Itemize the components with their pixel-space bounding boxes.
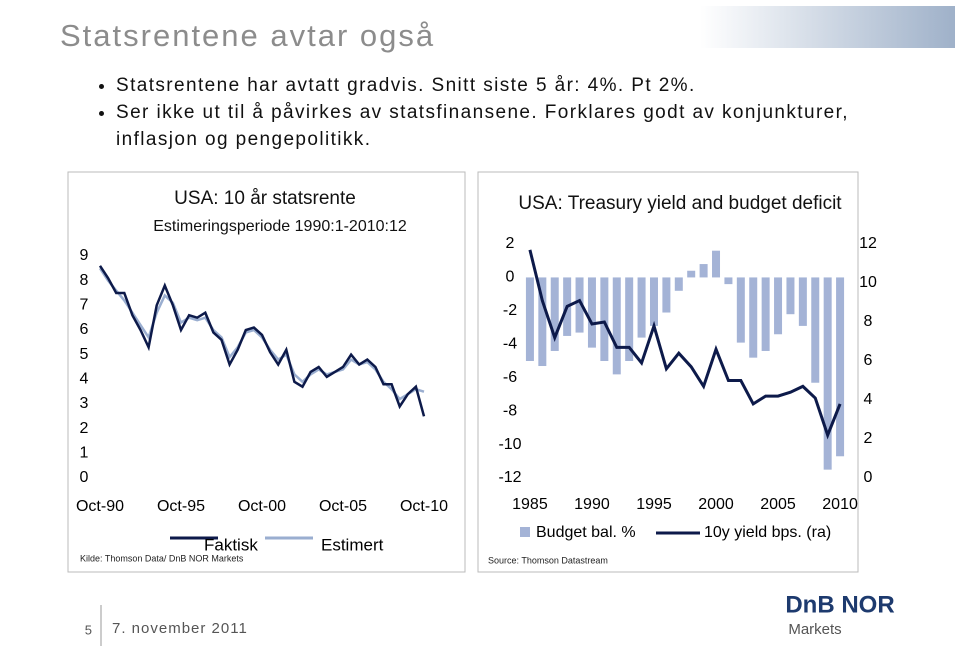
- line: [98, 265, 426, 417]
- bar: [575, 277, 584, 333]
- bar: [612, 277, 621, 375]
- y-tick-label: -10: [498, 436, 521, 453]
- y2-tick-label: 10: [859, 274, 877, 291]
- x-tick-label: Oct-10: [400, 498, 448, 515]
- x-tick-label: 1995: [636, 496, 672, 513]
- x-tick-label: Oct-90: [76, 498, 124, 515]
- bar: [761, 277, 770, 351]
- bar: [637, 277, 646, 338]
- bar: [811, 277, 820, 383]
- bar: [550, 277, 559, 351]
- y2-tick-label: 6: [864, 352, 873, 369]
- y-tick-label: -2: [503, 302, 517, 319]
- logo: DnB NOR: [785, 591, 894, 618]
- bar: [525, 277, 534, 361]
- bar: [774, 277, 783, 335]
- chart-title: USA: 10 år statsrente: [174, 188, 356, 209]
- bar: [587, 277, 596, 348]
- y-tick-label: 0: [506, 269, 515, 286]
- source: Kilde: Thomson Data/ DnB NOR Markets: [80, 553, 244, 563]
- bar: [712, 250, 721, 278]
- bar: [687, 270, 696, 278]
- legend-label: Faktisk: [204, 535, 258, 554]
- x-tick-label: Oct-00: [238, 498, 286, 515]
- y-tick-label: 0: [80, 469, 89, 486]
- source: Source: Thomson Datastream: [488, 555, 608, 565]
- bar: [786, 277, 795, 315]
- x-tick-label: Oct-95: [157, 498, 205, 515]
- x-tick-label: 1990: [574, 496, 610, 513]
- y-tick-label: -6: [503, 369, 517, 386]
- legend-swatch: [520, 527, 530, 537]
- y-tick-label: 9: [80, 247, 89, 264]
- bar: [662, 277, 671, 313]
- chart-title: USA: Treasury yield and budget deficit: [518, 193, 842, 214]
- y2-tick-label: 2: [864, 430, 873, 447]
- x-tick-label: 2005: [760, 496, 796, 513]
- chart-subtitle: Estimeringsperiode 1990:1-2010:12: [153, 218, 407, 235]
- chart-frame: [477, 171, 859, 573]
- bar: [823, 277, 832, 470]
- logo-sub: Markets: [788, 621, 841, 638]
- chart-frame: [67, 171, 466, 573]
- bar: [674, 277, 683, 291]
- x-tick-label: 2000: [698, 496, 734, 513]
- bar: [798, 277, 807, 326]
- x-tick-label: Oct-05: [319, 498, 367, 515]
- y2-tick-label: 12: [859, 235, 877, 252]
- y-tick-label: -4: [503, 336, 517, 353]
- bar: [736, 277, 745, 343]
- y-tick-label: 6: [80, 321, 89, 338]
- bullet-list: Statsrentene har avtatt gradvis. Snitt s…: [92, 72, 896, 153]
- bar: [600, 277, 609, 361]
- bullet: Ser ikke ut til å påvirkes av statsfinan…: [116, 99, 896, 153]
- y-tick-label: 1: [80, 445, 89, 462]
- y2-tick-label: 4: [864, 391, 873, 408]
- bar: [749, 277, 758, 358]
- slide-title: Statsrentene avtar også: [60, 18, 436, 53]
- x-tick-label: 2010: [822, 496, 858, 513]
- y2-tick-label: 0: [864, 469, 873, 486]
- bar: [625, 277, 634, 361]
- y2-tick-label: 8: [864, 313, 873, 330]
- bar: [699, 264, 708, 278]
- y-tick-label: 4: [80, 371, 89, 388]
- legend-label: Estimert: [321, 535, 384, 554]
- bar: [836, 277, 845, 457]
- legend-label: Budget bal. %: [536, 524, 636, 541]
- y-tick-label: 5: [80, 346, 89, 363]
- y-tick-label: 3: [80, 395, 89, 412]
- bar: [724, 277, 733, 285]
- y-tick-label: -8: [503, 402, 517, 419]
- x-tick-label: 1985: [512, 496, 548, 513]
- bullet: Statsrentene har avtatt gradvis. Snitt s…: [116, 72, 896, 99]
- page-number: 5: [85, 622, 92, 637]
- legend-label: 10y yield bps. (ra): [704, 524, 831, 541]
- header-image: [700, 6, 955, 48]
- y-tick-label: 2: [80, 420, 89, 437]
- bar: [538, 277, 547, 367]
- y-tick-label: -12: [498, 469, 521, 486]
- footer-date: 7. november 2011: [112, 620, 248, 637]
- y-tick-label: 8: [80, 272, 89, 289]
- bar: [649, 277, 658, 326]
- y-tick-label: 2: [506, 235, 515, 252]
- line: [528, 249, 842, 440]
- y-tick-label: 7: [80, 297, 89, 314]
